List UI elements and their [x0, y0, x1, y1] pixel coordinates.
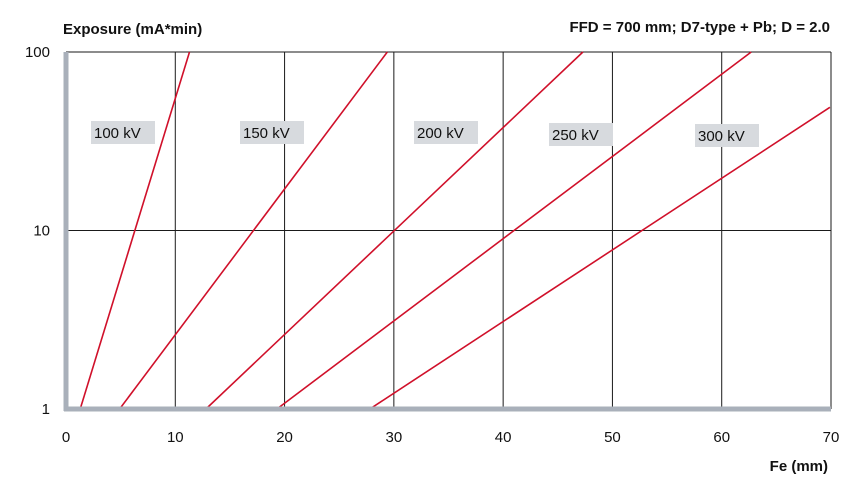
y-axis-title: Exposure (mA*min): [63, 21, 202, 38]
axis-layer: 0 10 20 30 40 50 60 70 1 10 100: [25, 44, 839, 446]
series-label-text: 200 kV: [417, 125, 464, 142]
x-tick-label: 20: [276, 429, 293, 446]
series-label-box: [91, 121, 155, 144]
series-label-text: 300 kV: [698, 128, 745, 145]
series-label-text: 150 kV: [243, 125, 290, 142]
x-tick-label: 40: [495, 429, 512, 446]
x-tick-label: 70: [823, 429, 840, 446]
series-line-200-kv: [205, 51, 584, 410]
x-tick-label: 30: [386, 429, 403, 446]
series-label-box: [414, 121, 478, 144]
label-layer: 100 kV 150 kV 200 kV 250 kV 300 kV: [91, 121, 759, 147]
series-line-100-kv: [79, 51, 191, 410]
series-label-text: 250 kV: [552, 127, 599, 144]
chart-annotation: FFD = 700 mm; D7-type + Pb; D = 2.0: [569, 19, 830, 36]
y-tick-label: 10: [33, 223, 50, 240]
x-axis-title: Fe (mm): [770, 458, 828, 475]
series-label-100-kv: 100 kV: [91, 121, 155, 144]
y-tick-label: 1: [42, 401, 50, 418]
series-label-250-kv: 250 kV: [549, 123, 613, 146]
series-line-300-kv: [369, 106, 831, 410]
x-tick-label: 50: [604, 429, 621, 446]
series-line-150-kv: [118, 51, 388, 410]
series-label-box: [549, 123, 613, 146]
x-tick-label: 0: [62, 429, 70, 446]
series-layer: [79, 51, 831, 410]
series-label-text: 100 kV: [94, 125, 141, 142]
grid-layer: [66, 51, 832, 409]
series-label-200-kv: 200 kV: [414, 121, 478, 144]
series-label-box: [240, 121, 304, 144]
series-line-250-kv: [276, 51, 752, 410]
series-label-300-kv: 300 kV: [695, 124, 759, 147]
x-tick-label: 60: [713, 429, 730, 446]
series-label-150-kv: 150 kV: [240, 121, 304, 144]
series-label-box: [695, 124, 759, 147]
y-tick-label: 100: [25, 44, 50, 61]
x-tick-label: 10: [167, 429, 184, 446]
